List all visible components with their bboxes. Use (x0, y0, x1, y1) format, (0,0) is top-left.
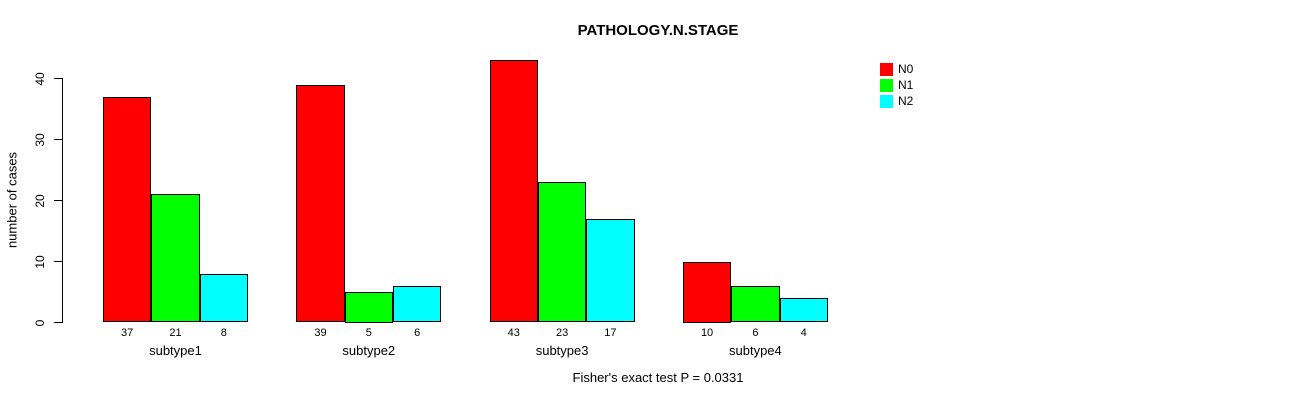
group-label-subtype1: subtype1 (149, 343, 202, 358)
legend-swatch-icon (880, 94, 893, 108)
bar-subtype3-N2 (586, 218, 635, 323)
bar-value-label: 21 (169, 327, 182, 339)
bar-value-label: 39 (314, 327, 327, 339)
bar-value-label: 17 (604, 327, 617, 339)
bar-value-label: 5 (365, 327, 372, 339)
bar-subtype2-N0 (296, 84, 345, 323)
y-axis-line (62, 78, 63, 323)
legend-label: N1 (898, 78, 914, 92)
chart-title: PATHOLOGY.N.STAGE (577, 22, 739, 39)
bar-value-label: 4 (800, 327, 807, 339)
y-tick-mark (54, 78, 62, 79)
bar-value-label: 8 (220, 327, 227, 339)
legend-swatch-icon (880, 78, 893, 92)
bar-subtype3-N0 (489, 60, 538, 323)
legend-item-N2: N2 (880, 93, 913, 109)
legend-label: N0 (898, 62, 914, 76)
bar-subtype4-N1 (731, 285, 780, 323)
y-tick-label: 30 (33, 132, 47, 147)
legend-swatch-icon (880, 62, 893, 76)
y-tick-mark (54, 261, 62, 262)
y-tick-label: 40 (33, 71, 47, 86)
bar-value-label: 23 (555, 327, 569, 339)
y-axis-label: number of cases (4, 151, 20, 249)
y-tick-label: 0 (33, 319, 47, 326)
y-tick-mark (54, 139, 62, 140)
legend-label: N2 (898, 94, 914, 108)
group-label-subtype3: subtype3 (535, 343, 589, 358)
bar-subtype1-N0 (103, 96, 152, 323)
y-tick-mark (54, 200, 62, 201)
legend-item-N0: N0 (880, 61, 913, 77)
bar-subtype1-N1 (151, 194, 200, 323)
bar-subtype4-N0 (682, 261, 732, 323)
legend-item-N1: N1 (880, 77, 913, 93)
bar-subtype2-N1 (344, 292, 393, 323)
bar-value-label: 43 (507, 327, 520, 339)
bar-subtype4-N2 (779, 298, 828, 323)
bar-value-label: 6 (414, 327, 421, 339)
bar-subtype2-N2 (392, 285, 442, 323)
bar-subtype3-N1 (537, 182, 587, 323)
y-tick-label: 20 (33, 193, 47, 208)
y-tick-mark (54, 322, 62, 323)
bar-value-label: 6 (752, 327, 759, 339)
group-label-subtype2: subtype2 (342, 343, 396, 358)
legend: N0 N1 N2 (880, 61, 913, 109)
y-tick-label: 10 (33, 254, 47, 269)
bar-value-label: 10 (700, 327, 714, 339)
bar-subtype1-N2 (199, 273, 248, 323)
group-label-subtype4: subtype4 (729, 343, 782, 358)
annotation-text: Fisher's exact test P = 0.0331 (572, 370, 744, 385)
bar-value-label: 37 (121, 327, 134, 339)
